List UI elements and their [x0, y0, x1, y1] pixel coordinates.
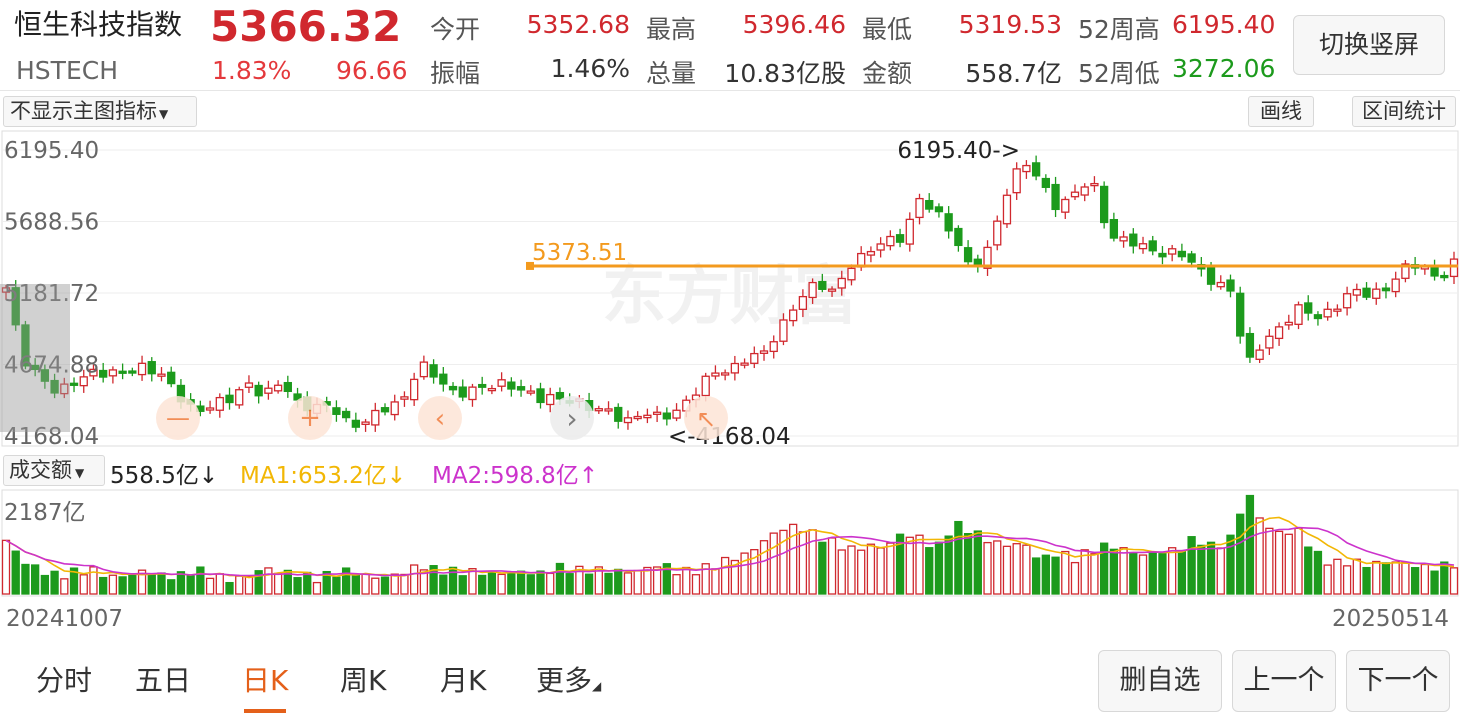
- stat-label: 振幅: [430, 59, 481, 88]
- tab-daily-k[interactable]: 日K: [242, 664, 289, 697]
- main-indicator-select[interactable]: 不显示主图指标 ▼: [3, 96, 197, 127]
- remove-watchlist-button[interactable]: 删自选: [1098, 650, 1222, 712]
- main-indicator-label: 不显示主图指标: [10, 99, 157, 123]
- volume-indicator-select[interactable]: 成交额 ▼: [3, 455, 105, 486]
- stat-label: 今开: [430, 15, 481, 44]
- arrow-upleft-icon[interactable]: ↖: [696, 405, 716, 433]
- w52-value: 6195.40: [1172, 10, 1276, 39]
- corner-caret-icon: ◢: [592, 679, 602, 693]
- stat-label: 最高: [646, 15, 697, 44]
- volume-chart[interactable]: 2187亿: [0, 488, 1460, 598]
- active-tab-indicator: [244, 709, 286, 713]
- nav-left-buttons[interactable]: — + ‹ › ↖: [156, 396, 728, 440]
- price-grid: [2, 149, 1458, 437]
- left-drag-handle[interactable]: [0, 284, 70, 432]
- stat-value: 558.7亿: [965, 59, 1062, 88]
- caret-down-icon: ▼: [159, 107, 169, 121]
- header-divider: [0, 90, 1460, 91]
- stat-label: 最低: [862, 15, 913, 44]
- plus-icon[interactable]: +: [299, 403, 321, 433]
- volume-indicator-label: 成交额: [9, 458, 72, 482]
- price-tick: 5181.72: [4, 281, 99, 307]
- ma1-line: [5, 516, 1455, 579]
- index-name: 恒生科技指数: [14, 8, 183, 41]
- next-button[interactable]: 下一个: [1346, 650, 1450, 712]
- price-tick: 5688.56: [4, 210, 99, 236]
- price-tick: 4168.04: [4, 424, 99, 448]
- draw-line-button[interactable]: 画线: [1248, 96, 1314, 127]
- previous-button[interactable]: 上一个: [1232, 650, 1336, 712]
- change-value: 96.66: [336, 56, 408, 85]
- arrow-left-icon[interactable]: ‹: [435, 404, 445, 434]
- watermark: 东方财富: [602, 260, 858, 334]
- ma1-value: MA1:653.2亿↓: [240, 463, 407, 489]
- price-line-label: 5373.51: [532, 240, 627, 266]
- price-line-5373[interactable]: 5373.51: [526, 240, 1458, 270]
- switch-portrait-button[interactable]: 切换竖屏: [1293, 15, 1445, 75]
- price-axis-labels: 6195.40 5688.56 5181.72 4674.88 4168.04: [4, 138, 99, 448]
- tab-intraday[interactable]: 分时: [36, 664, 93, 697]
- chevron-right-icon[interactable]: ›: [566, 402, 577, 435]
- price-tick: 4674.88: [4, 353, 99, 379]
- price-chart[interactable]: 东方财富 6195.40 5688.56 5181.72 4674.88 4168.04…: [0, 130, 1460, 448]
- w52-value: 3272.06: [1172, 54, 1276, 83]
- volume-value: 558.5亿↓: [110, 463, 219, 489]
- stat-value: 10.83亿股: [724, 59, 846, 88]
- change-percent: 1.83%: [212, 56, 292, 85]
- w52-label: 52周高: [1078, 15, 1160, 44]
- stat-value: 5396.46: [742, 10, 846, 39]
- price-tick: 6195.40: [4, 138, 99, 164]
- volume-max-label: 2187亿: [4, 500, 86, 526]
- caret-down-icon: ▼: [75, 466, 85, 480]
- minus-icon[interactable]: —: [166, 404, 190, 432]
- current-price: 5366.32: [210, 2, 402, 51]
- tab-weekly-k[interactable]: 周K: [340, 664, 387, 697]
- tab-five-day[interactable]: 五日: [135, 664, 192, 697]
- ma2-value: MA2:598.8亿↑: [432, 463, 599, 489]
- volume-bars: [1, 494, 1459, 595]
- tab-more[interactable]: 更多◢: [536, 664, 602, 697]
- ma2-line: [5, 526, 1455, 577]
- index-code: HSTECH: [16, 56, 118, 85]
- stat-value: 5319.53: [958, 10, 1062, 39]
- end-date: 20250514: [1332, 606, 1450, 632]
- range-stats-button[interactable]: 区间统计: [1352, 96, 1456, 127]
- stat-value: 1.46%: [550, 54, 630, 83]
- stat-value: 5352.68: [526, 10, 630, 39]
- tab-monthly-k[interactable]: 月K: [440, 664, 487, 697]
- stat-label: 总量: [646, 59, 697, 88]
- stat-label: 金额: [862, 59, 913, 88]
- w52-label: 52周低: [1078, 59, 1160, 88]
- start-date: 20241007: [6, 606, 124, 632]
- high-annotation: 6195.40->: [897, 138, 1020, 164]
